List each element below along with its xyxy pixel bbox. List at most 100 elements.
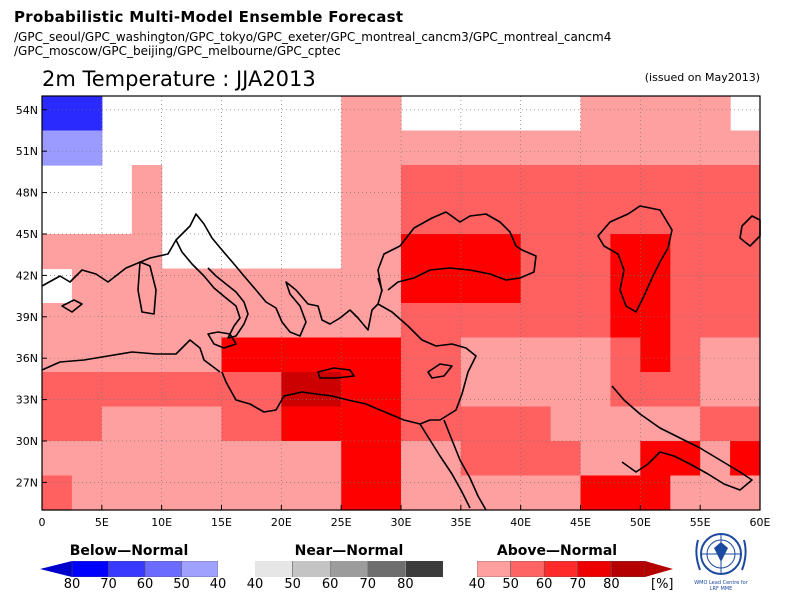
grid-cell bbox=[610, 96, 641, 132]
lon-tick-label: 15E bbox=[211, 516, 232, 529]
grid-cell bbox=[490, 406, 522, 442]
legend-swatch bbox=[577, 561, 612, 577]
lon-tick-label: 55E bbox=[690, 516, 711, 529]
grid-cell bbox=[401, 372, 432, 408]
wmo-logo: WMO Lead Centre for LRF MME bbox=[690, 528, 752, 600]
grid-cell bbox=[430, 234, 462, 270]
grid-cell bbox=[161, 441, 193, 477]
legend-swatch bbox=[144, 561, 182, 577]
grid-cell bbox=[161, 406, 193, 442]
grid-cell bbox=[610, 303, 641, 339]
legend-below-bar bbox=[40, 561, 218, 577]
grid-cell bbox=[42, 234, 73, 270]
lon-tick-label: 20E bbox=[271, 516, 292, 529]
grid-cell bbox=[341, 268, 372, 304]
grid-cell bbox=[371, 406, 402, 442]
grid-cell bbox=[341, 234, 372, 270]
grid-cell bbox=[640, 303, 671, 339]
legend-tick: 40 bbox=[468, 577, 486, 592]
legend-tick: 80 bbox=[603, 577, 620, 592]
grid-cell bbox=[460, 165, 492, 201]
grid-cell bbox=[341, 165, 372, 201]
grid-cell bbox=[520, 303, 552, 339]
grid-cell bbox=[371, 441, 402, 477]
grid-cell bbox=[131, 199, 163, 235]
grid-cell bbox=[490, 303, 522, 339]
lat-tick-label: 48N bbox=[16, 187, 38, 200]
probability-grid bbox=[42, 96, 761, 511]
grid-cell bbox=[71, 130, 103, 166]
grid-cell bbox=[580, 475, 611, 511]
grid-cell bbox=[311, 406, 342, 442]
forecast-title: Probabilistic Multi-Model Ensemble Forec… bbox=[14, 8, 404, 26]
grid-cell bbox=[730, 475, 761, 511]
grid-cell bbox=[520, 199, 552, 235]
axis-ticks: 0 5E 10E 15E 20E 25E 30E 35E 40E 45E 50E 55E 60E 27N 3… bbox=[16, 104, 771, 529]
grid-cell bbox=[580, 165, 611, 201]
grid-cell bbox=[730, 406, 761, 442]
grid-cell bbox=[430, 268, 462, 304]
grid-cell bbox=[131, 406, 163, 442]
grid-cell bbox=[550, 268, 582, 304]
coastlines bbox=[41, 205, 761, 511]
grid-cell bbox=[281, 372, 312, 408]
grid-cell bbox=[401, 165, 432, 201]
grid-cell bbox=[191, 372, 223, 408]
grid-cell bbox=[670, 372, 701, 408]
lon-tick-label: 25E bbox=[331, 516, 352, 529]
grid-cell bbox=[640, 441, 671, 477]
grid-cell bbox=[221, 475, 252, 511]
grid-cell bbox=[430, 303, 462, 339]
grid-cell bbox=[42, 337, 73, 373]
grid-cell bbox=[371, 372, 402, 408]
coastline-north-med bbox=[41, 213, 383, 337]
grid-cell bbox=[490, 475, 522, 511]
grid-cell bbox=[42, 372, 73, 408]
grid-cell bbox=[640, 337, 671, 373]
grid-cell bbox=[341, 406, 372, 442]
grid-cell bbox=[221, 406, 252, 442]
grid-cell bbox=[251, 337, 282, 373]
grid-cell bbox=[281, 303, 312, 339]
grid-cell bbox=[520, 475, 552, 511]
lon-tick-label: 10E bbox=[151, 516, 172, 529]
grid-cell bbox=[371, 234, 402, 270]
coastline-black-sea bbox=[377, 211, 537, 293]
grid-cell bbox=[640, 165, 671, 201]
legend-below-normal: Below—Normal 80 70 60 50 40 bbox=[40, 543, 226, 593]
legend-swatch bbox=[255, 561, 293, 577]
grid-cell bbox=[131, 475, 163, 511]
legend-tick: 70 bbox=[359, 577, 377, 592]
grid-cell bbox=[490, 199, 522, 235]
grid-cell bbox=[161, 268, 193, 304]
grid-cell bbox=[640, 372, 671, 408]
legend-swatch bbox=[330, 561, 369, 577]
lat-tick-label: 36N bbox=[16, 352, 38, 365]
wmo-caption-line-2: LRF MME bbox=[709, 586, 733, 592]
grid-cell bbox=[251, 372, 282, 408]
lon-tick-label: 60E bbox=[750, 516, 771, 529]
grid-cell bbox=[71, 337, 103, 373]
legend-near-bar bbox=[255, 561, 443, 577]
coastline-sardinia bbox=[137, 261, 157, 315]
grid-cell bbox=[371, 199, 402, 235]
grid-cell bbox=[401, 303, 432, 339]
legend-near-normal: Near—Normal 40 50 60 70 80 bbox=[247, 543, 443, 593]
grid-cell bbox=[191, 337, 223, 373]
grid-cell bbox=[460, 406, 492, 442]
grid-cell bbox=[221, 337, 252, 373]
grid-cell bbox=[460, 199, 492, 235]
grid-cell bbox=[730, 268, 761, 304]
grid-cell bbox=[580, 130, 611, 166]
grid-cell bbox=[161, 303, 193, 339]
grid-cell bbox=[700, 406, 731, 442]
legend-swatch bbox=[611, 561, 646, 577]
grid-cell bbox=[580, 268, 611, 304]
legend-tick: 50 bbox=[173, 577, 190, 592]
grid-cell bbox=[71, 372, 103, 408]
grid-cell bbox=[42, 441, 73, 477]
grid-cell bbox=[191, 441, 223, 477]
grid-cell bbox=[281, 337, 312, 373]
grid-cell bbox=[730, 441, 761, 477]
